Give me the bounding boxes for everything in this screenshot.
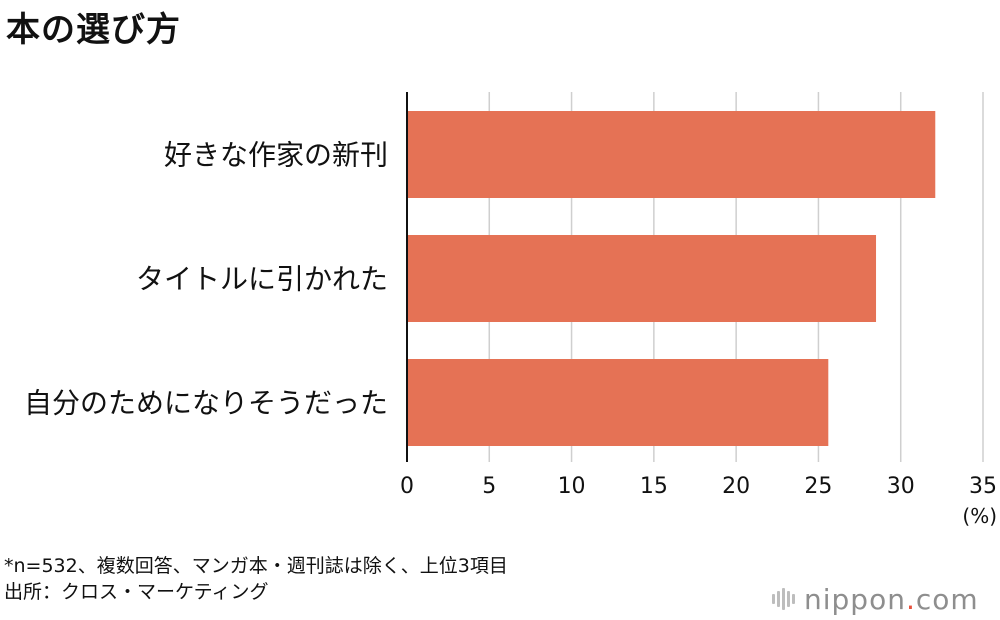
x-tick-label: 30 [887, 474, 915, 499]
logo-bars-icon [772, 588, 795, 610]
bar [407, 111, 936, 198]
footnote-source: 出所：クロス・マーケティング [4, 581, 269, 603]
logo-suffix: com [915, 582, 979, 616]
bar [407, 359, 829, 446]
bar [407, 235, 877, 322]
x-tick-label: 5 [482, 474, 496, 499]
footnote-sample: *n=532、複数回答、マンガ本・週刊誌は除く、上位3項目 [4, 555, 508, 577]
logo-wordmark: nippon.com [804, 583, 979, 616]
category-label: 好きな作家の新刊 [164, 139, 388, 172]
x-tick-labels: 0 5 10 15 20 25 30 35 [400, 474, 997, 499]
logo-name: nippon [804, 582, 906, 616]
category-label: タイトルに引かれた [136, 263, 388, 296]
unit-label: (%) [962, 504, 997, 528]
x-tick-label: 0 [400, 474, 414, 499]
chart-title: 本の選び方 [6, 10, 181, 50]
logo-dot: . [905, 582, 916, 616]
x-tick-label: 15 [640, 474, 668, 499]
x-tick-label: 10 [558, 474, 586, 499]
category-label: 自分のためになりそうだった [24, 387, 388, 420]
x-tick-label: 25 [804, 474, 832, 499]
x-tick-label: 35 [969, 474, 997, 499]
x-tick-label: 20 [722, 474, 750, 499]
bars [407, 111, 936, 446]
nippon-logo: nippon.com [772, 581, 979, 617]
